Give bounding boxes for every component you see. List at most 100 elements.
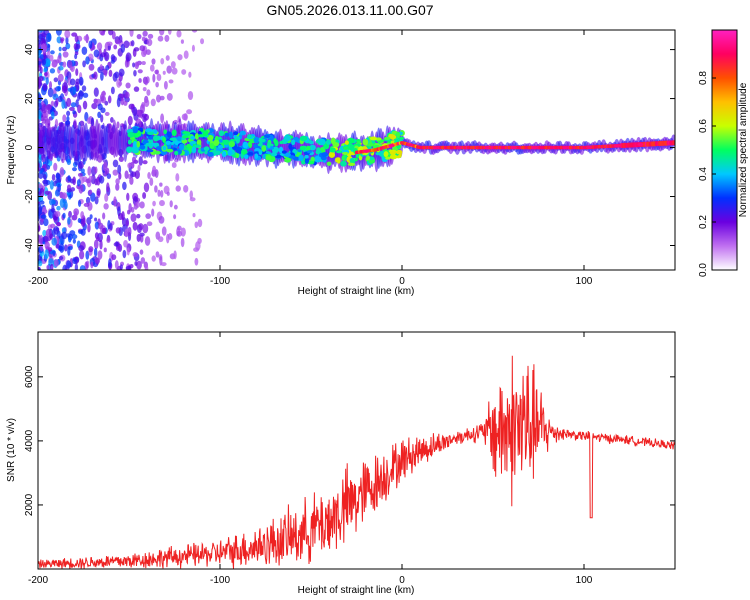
heatmap-cell — [133, 47, 140, 52]
heatmap-cell — [369, 136, 378, 141]
heatmap-cell — [100, 114, 104, 123]
heatmap-cell — [66, 233, 71, 238]
heatmap-cell — [120, 97, 125, 106]
heatmap-cell — [72, 167, 77, 172]
heatmap-cell — [146, 89, 151, 96]
heatmap-cell — [42, 118, 47, 124]
heatmap-cell — [183, 184, 189, 193]
heatmap-cell — [67, 246, 71, 256]
heatmap-cell — [139, 232, 145, 237]
heatmap-cell — [39, 200, 45, 205]
heatmap-cell — [213, 139, 220, 147]
heatmap-cell — [174, 151, 179, 156]
heatmap-cell — [119, 264, 123, 270]
heatmap-cell — [125, 82, 131, 89]
heatmap-cell — [160, 58, 165, 65]
heatmap-cell — [140, 257, 146, 264]
heatmap-cell — [38, 93, 42, 102]
heatmap-cell — [117, 164, 122, 175]
heatmap-cell — [305, 145, 311, 152]
colorbar-tick-label: 0.0 — [698, 263, 709, 277]
heatmap-cell — [53, 225, 60, 235]
heatmap-cell — [511, 145, 518, 150]
heatmap-cell — [127, 226, 132, 237]
heatmap-cell — [89, 214, 93, 219]
heatmap-cell — [235, 137, 240, 144]
heatmap-cell — [61, 85, 68, 94]
heatmap-cell — [136, 233, 141, 242]
heatmap-cell — [194, 144, 202, 148]
heatmap-cell — [57, 183, 61, 192]
heatmap-cell — [61, 192, 68, 200]
heatmap-cell — [55, 97, 59, 107]
heatmap-cell — [77, 92, 81, 102]
heatmap-cell — [38, 260, 43, 267]
y-tick-label: 0 — [24, 144, 35, 150]
heatmap-cell — [75, 68, 79, 76]
heatmap-cell — [142, 160, 148, 165]
heatmap-cell — [166, 148, 174, 153]
heatmap-cell — [159, 182, 163, 187]
heatmap-cell — [637, 142, 644, 147]
heatmap-cell — [109, 223, 113, 231]
heatmap-cell — [362, 149, 369, 153]
heatmap-cell — [58, 46, 62, 52]
spectrogram-panel: -200 -100 0 100 40 20 0 -20 -40 Height of strai… — [6, 29, 676, 297]
heatmap-cell — [75, 99, 79, 108]
heatmap-cell — [94, 221, 100, 230]
heatmap-cell — [106, 182, 110, 193]
heatmap-cell — [456, 145, 463, 150]
heatmap-cell — [141, 36, 146, 42]
x-tick-label: -100 — [210, 575, 230, 586]
heatmap-cell — [164, 34, 170, 42]
heatmap-cell — [38, 172, 44, 179]
heatmap-cell — [162, 145, 167, 151]
heatmap-cell — [247, 152, 254, 156]
heatmap-cell — [71, 234, 78, 240]
snr-x-label: Height of straight line (km) — [298, 585, 415, 596]
heatmap-cell — [106, 237, 111, 243]
heatmap-cell — [531, 145, 538, 150]
heatmap-cell — [79, 250, 85, 260]
heatmap-cell — [99, 239, 103, 250]
heatmap-cell — [197, 237, 202, 244]
heatmap-cell — [100, 52, 106, 58]
heatmap-cell — [183, 113, 188, 121]
heatmap-cell — [110, 54, 116, 62]
heatmap-cell — [94, 196, 99, 205]
heatmap-cell — [61, 46, 68, 52]
heatmap-cell — [65, 42, 71, 50]
heatmap-cell — [139, 234, 144, 243]
heatmap-cell — [110, 86, 115, 95]
heatmap-cell — [127, 131, 134, 138]
heatmap-cell — [118, 93, 125, 99]
heatmap-cell — [176, 225, 182, 231]
heatmap-cell — [344, 140, 349, 145]
heatmap-cell — [110, 117, 114, 123]
heatmap-cell — [291, 139, 296, 146]
heatmap-cell — [104, 193, 109, 202]
heatmap-cell — [69, 106, 75, 111]
heatmap-cell — [298, 154, 304, 161]
heatmap-cell — [44, 190, 50, 195]
heatmap-cell — [147, 172, 151, 180]
heatmap-cell — [43, 71, 48, 77]
heatmap-cell — [51, 203, 55, 214]
heatmap-cell — [127, 162, 132, 169]
heatmap-cell — [59, 243, 65, 253]
heatmap-cell — [132, 221, 138, 231]
heatmap-cell — [38, 206, 43, 216]
heatmap-cell — [156, 94, 161, 103]
heatmap-cell — [254, 153, 259, 159]
heatmap-cell — [99, 64, 103, 70]
heatmap-cell — [432, 145, 439, 150]
heatmap-cell — [318, 138, 326, 146]
heatmap-cell — [115, 178, 120, 185]
heatmap-cell — [388, 143, 395, 148]
heatmap-cell — [94, 166, 98, 174]
heatmap-cell — [146, 149, 154, 153]
heatmap-cell — [233, 131, 239, 136]
heatmap-cell — [118, 81, 123, 87]
heatmap-cell — [218, 138, 223, 143]
x-tick-label: 0 — [399, 575, 405, 586]
